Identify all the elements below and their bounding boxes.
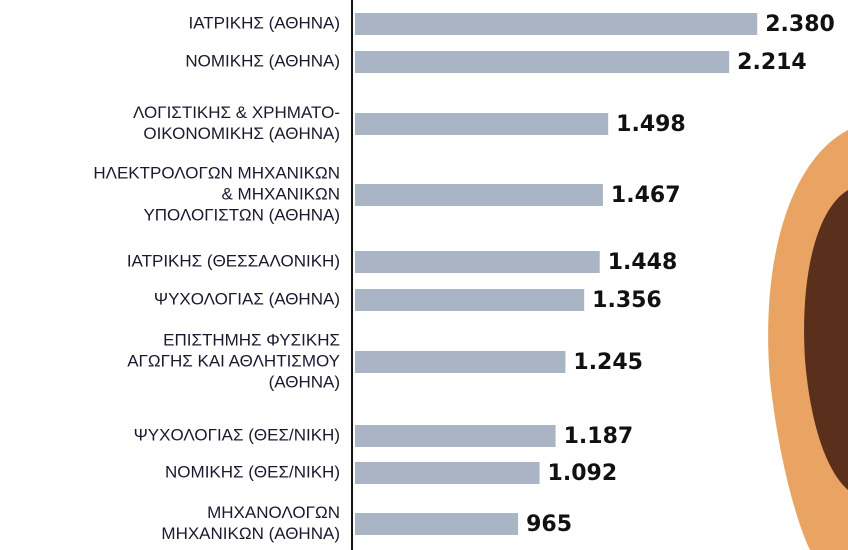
- category-label: ΨΥΧΟΛΟΓΙΑΣ (ΘΕΣ/ΝΙΚΗ): [134, 425, 340, 444]
- value-label: 965: [526, 512, 572, 537]
- category-label: ΛΟΓΙΣΤΙΚΗΣ & ΧΡΗΜΑΤΟ-: [133, 103, 340, 122]
- value-label: 1.356: [592, 288, 662, 313]
- category-label: ΜΗΧΑΝΙΚΩΝ (ΑΘΗΝΑ): [161, 524, 340, 543]
- value-label: 1.092: [548, 461, 618, 486]
- bar: [355, 184, 603, 206]
- bar: [355, 113, 608, 135]
- category-label: ΙΑΤΡΙΚΗΣ (ΘΕΣΣΑΛΟΝΙΚΗ): [127, 251, 340, 270]
- bar: [355, 513, 518, 535]
- value-label: 1.187: [564, 424, 634, 449]
- bar: [355, 51, 729, 73]
- value-label: 2.380: [765, 12, 835, 37]
- value-label: 1.498: [616, 112, 686, 137]
- category-label: ΑΓΩΓΗΣ ΚΑΙ ΑΘΛΗΤΙΣΜΟΥ: [127, 351, 340, 370]
- category-label: ΟΙΚΟΝΟΜΙΚΗΣ (ΑΘΗΝΑ): [143, 124, 340, 143]
- category-label: & ΜΗΧΑΝΙΚΩΝ: [221, 184, 340, 203]
- category-label: (ΑΘΗΝΑ): [269, 372, 340, 391]
- value-label: 1.467: [611, 183, 681, 208]
- category-label: ΝΟΜΙΚΗΣ (ΘΕΣ/ΝΙΚΗ): [165, 462, 340, 481]
- bar: [355, 289, 584, 311]
- category-label: ΥΠΟΛΟΓΙΣΤΩΝ (ΑΘΗΝΑ): [143, 205, 340, 224]
- bar: [355, 351, 565, 373]
- value-label: 1.245: [573, 350, 643, 375]
- value-label: 1.448: [608, 250, 678, 275]
- category-label: ΕΠΙΣΤΗΜΗΣ ΦΥΣΙΚΗΣ: [163, 330, 340, 349]
- bar: [355, 251, 600, 273]
- category-label: ΗΛΕΚΤΡΟΛΟΓΩΝ ΜΗΧΑΝΙΚΩΝ: [93, 163, 340, 182]
- value-label: 2.214: [737, 50, 807, 75]
- bar: [355, 13, 757, 35]
- page: {"chart_data": {"type": "bar", "orientat…: [0, 0, 848, 550]
- category-label: ΜΗΧΑΝΟΛΟΓΩΝ: [207, 503, 340, 522]
- category-label: ΨΥΧΟΛΟΓΙΑΣ (ΑΘΗΝΑ): [154, 289, 340, 308]
- category-label: ΙΑΤΡΙΚΗΣ (ΑΘΗΝΑ): [188, 13, 340, 32]
- bar: [355, 425, 556, 447]
- category-label: ΝΟΜΙΚΗΣ (ΑΘΗΝΑ): [185, 51, 340, 70]
- bar: [355, 462, 540, 484]
- chart: ΙΑΤΡΙΚΗΣ (ΑΘΗΝΑ) 2.380 ΝΟΜΙΚΗΣ (ΑΘΗΝΑ) 2.21…: [0, 0, 848, 550]
